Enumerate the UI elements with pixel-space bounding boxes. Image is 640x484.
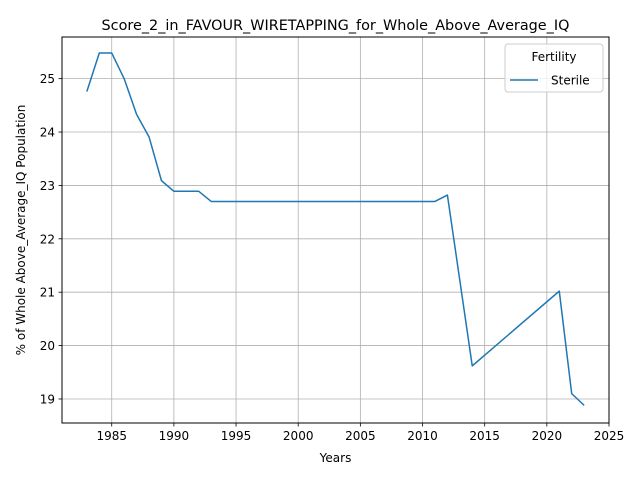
legend: Fertility Sterile [504, 43, 604, 93]
x-axis-label: Years [319, 451, 352, 465]
x-tick-label: 1990 [159, 429, 190, 443]
legend-title: Fertility [531, 50, 576, 64]
y-axis-ticks: 19 20 21 22 23 24 25 [40, 72, 62, 406]
plot-area [61, 36, 610, 424]
y-tick-label: 24 [40, 126, 55, 140]
y-tick-label: 23 [40, 179, 55, 193]
y-tick-label: 25 [40, 72, 55, 86]
x-tick-label: 2015 [469, 429, 500, 443]
y-tick-label: 21 [40, 286, 55, 300]
y-tick-label: 20 [40, 339, 55, 353]
series-layer [86, 52, 585, 406]
x-tick-label: 2000 [283, 429, 314, 443]
series-line-sterile [86, 52, 585, 406]
y-axis-label: % of Whole Above_Average_IQ Population [14, 105, 28, 356]
x-tick-label: 2010 [407, 429, 438, 443]
x-tick-label: 2020 [532, 429, 563, 443]
x-tick-label: 1995 [221, 429, 252, 443]
x-axis-ticks: 1985 1990 1995 2000 2005 2010 2015 2020 2025 [96, 423, 624, 443]
legend-label-sterile: Sterile [551, 74, 590, 88]
x-tick-label: 1985 [96, 429, 127, 443]
y-tick-label: 19 [40, 392, 55, 406]
x-tick-label: 2005 [345, 429, 376, 443]
y-tick-label: 22 [40, 232, 55, 246]
chart-title: Score_2_in_FAVOUR_WIRETAPPING_for_Whole_… [102, 18, 570, 34]
x-tick-label: 2025 [594, 429, 625, 443]
